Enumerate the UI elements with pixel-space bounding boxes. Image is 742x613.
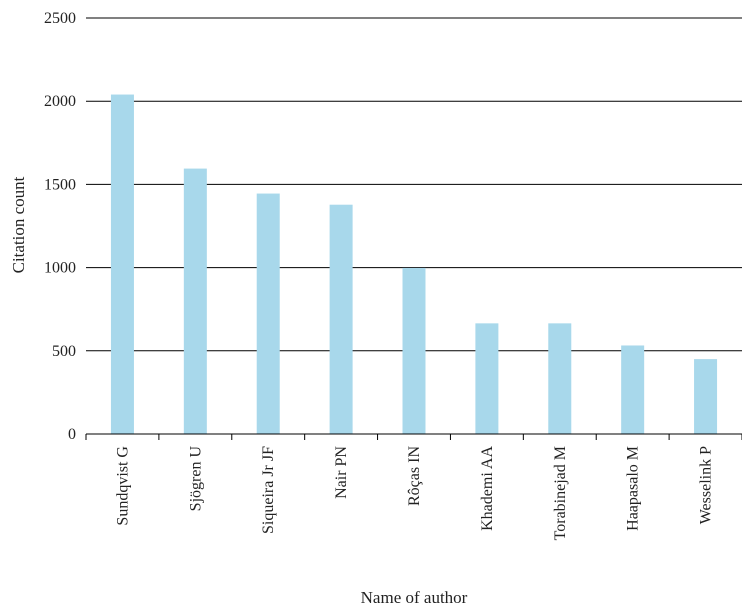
- y-tick-label: 2500: [44, 10, 76, 27]
- bar: [256, 193, 280, 434]
- x-tick-label: Nair PN: [333, 446, 350, 499]
- bar: [548, 323, 572, 434]
- x-axis-label: Name of author: [361, 588, 468, 607]
- x-tick-labels: Sundqvist G Sjögren U Siqueira Jr JF Nair P…: [114, 446, 714, 541]
- y-tick-label: 1500: [44, 176, 76, 193]
- bars: [110, 94, 718, 435]
- bar: [621, 345, 645, 434]
- x-tick-label: Rôças IN: [406, 446, 423, 506]
- x-tick-label: Sjögren U: [187, 446, 204, 512]
- bar: [475, 323, 499, 434]
- axes: [85, 433, 742, 440]
- y-tick-labels: 0 500 1000 1500 2000 2500: [44, 10, 76, 443]
- y-tick-label: 500: [52, 343, 76, 360]
- x-tick-label: Siqueira Jr JF: [260, 446, 277, 534]
- bar: [110, 94, 134, 434]
- y-tick-label: 0: [68, 426, 76, 443]
- y-tick-label: 2000: [44, 93, 76, 110]
- x-tick-label: Khademi AA: [479, 446, 496, 531]
- x-tick-label: Torabinejad M: [552, 446, 569, 540]
- y-axis-label: Citation count: [9, 176, 28, 273]
- bar: [183, 168, 207, 435]
- bar: [329, 204, 353, 434]
- x-tick-label: Wesselink P: [698, 446, 715, 524]
- bar: [402, 267, 426, 434]
- bar: [694, 359, 718, 434]
- x-tick-label: Sundqvist G: [114, 446, 131, 526]
- x-tick-label: Haapasalo M: [625, 446, 642, 531]
- y-tick-label: 1000: [44, 260, 76, 277]
